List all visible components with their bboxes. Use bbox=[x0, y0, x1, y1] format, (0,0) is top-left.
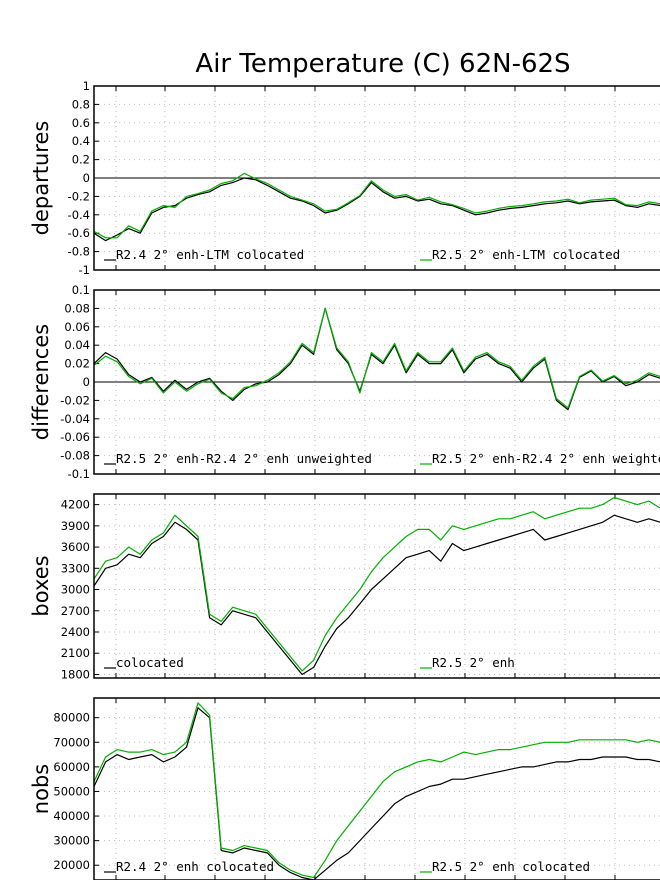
legend-label: R2.5 2° enh bbox=[432, 655, 515, 670]
y-tick-label: 3000 bbox=[61, 583, 90, 597]
y-tick-label: -0.1 bbox=[68, 467, 90, 481]
y-axis-label: departures bbox=[29, 121, 53, 236]
y-tick-label: -1 bbox=[79, 263, 90, 277]
y-tick-label: 2400 bbox=[61, 625, 90, 639]
y-tick-label: 0.06 bbox=[64, 320, 90, 334]
legend-label: R2.4 2° enh-LTM colocated bbox=[116, 247, 304, 262]
y-axis-label: nobs bbox=[29, 764, 53, 814]
panels: -1 -0.8 -0.6 -0.4 -0.2 0 0.2 0.4 0.6 0.8 1 departur… bbox=[29, 79, 660, 880]
series-line bbox=[93, 496, 660, 672]
y-tick-label: 2700 bbox=[61, 604, 90, 618]
y-tick-label: -0.4 bbox=[68, 208, 90, 222]
panel-frame bbox=[93, 85, 660, 271]
panel-boxes: 1800 2100 2400 2700 3000 3300 3600 3900 4200 boxe… bbox=[29, 493, 660, 681]
y-tick-label: 3300 bbox=[61, 561, 90, 575]
y-tick-label: -0.02 bbox=[60, 393, 90, 407]
y-tick-label: 0.6 bbox=[72, 116, 90, 130]
legend-label: R2.5 2° enh-R2.4 2° enh unweighted bbox=[116, 451, 372, 466]
y-tick-label: -0.04 bbox=[60, 412, 90, 426]
y-tick-label: 50000 bbox=[53, 784, 90, 798]
y-tick-label: 40000 bbox=[53, 809, 90, 823]
panel-frame bbox=[93, 493, 660, 679]
legend-label: R2.5 2° enh colocated bbox=[432, 859, 590, 874]
series-line bbox=[93, 172, 660, 239]
y-tick-label: 2100 bbox=[61, 646, 90, 660]
panel-differences: -0.1 -0.08 -0.06 -0.04 -0.02 0 0.02 0.04 0.06 0.0… bbox=[29, 283, 660, 481]
y-tick-label: 70000 bbox=[53, 735, 90, 749]
y-tick-label: -0.6 bbox=[68, 226, 90, 240]
y-axis-label: boxes bbox=[29, 555, 53, 616]
y-tick-label: 0 bbox=[83, 171, 90, 185]
legend-label: R2.5 2° enh-R2.4 2° enh weighted bbox=[432, 451, 660, 466]
series-line bbox=[93, 702, 660, 879]
y-tick-label: 0.1 bbox=[72, 283, 90, 297]
panel-nobs: 20000 30000 40000 50000 60000 70000 80000 nobs R… bbox=[29, 697, 660, 880]
series-line bbox=[93, 514, 660, 676]
y-tick-label: 0.08 bbox=[64, 301, 90, 315]
panel-frame bbox=[93, 697, 660, 880]
legend-label: R2.5 2° enh-LTM colocated bbox=[432, 247, 620, 262]
y-tick-label: 0.4 bbox=[72, 134, 90, 148]
y-tick-label: 0.02 bbox=[64, 357, 90, 371]
y-tick-label: -0.08 bbox=[60, 449, 90, 463]
y-tick-label: -0.8 bbox=[68, 245, 90, 259]
y-tick-label: 3600 bbox=[61, 540, 90, 554]
y-tick-label: 3900 bbox=[61, 519, 90, 533]
y-tick-label: 4200 bbox=[61, 498, 90, 512]
y-tick-label: -0.06 bbox=[60, 430, 90, 444]
y-tick-label: 20000 bbox=[53, 858, 90, 872]
y-tick-label: 0.04 bbox=[64, 338, 90, 352]
y-tick-label: 1 bbox=[83, 79, 90, 93]
series-line bbox=[93, 707, 660, 880]
chart-title: Air Temperature (C) 62N-62S bbox=[195, 49, 570, 79]
legend-label: R2.4 2° enh colocated bbox=[116, 859, 274, 874]
y-tick-label: 0.8 bbox=[72, 97, 90, 111]
y-tick-label: -0.2 bbox=[68, 189, 90, 203]
y-tick-label: 0.2 bbox=[72, 153, 90, 167]
y-tick-label: 60000 bbox=[53, 760, 90, 774]
y-tick-label: 80000 bbox=[53, 711, 90, 725]
y-tick-label: 1800 bbox=[61, 667, 90, 681]
legend-label: colocated bbox=[116, 655, 184, 670]
series-line bbox=[93, 307, 660, 409]
y-tick-label: 30000 bbox=[53, 834, 90, 848]
panel-departures: -1 -0.8 -0.6 -0.4 -0.2 0 0.2 0.4 0.6 0.8 1 departur… bbox=[29, 79, 660, 277]
series-line bbox=[93, 177, 660, 242]
y-axis-label: differences bbox=[29, 324, 53, 440]
panel-frame bbox=[93, 289, 660, 475]
series-line bbox=[93, 307, 660, 411]
y-tick-label: 0 bbox=[83, 375, 90, 389]
